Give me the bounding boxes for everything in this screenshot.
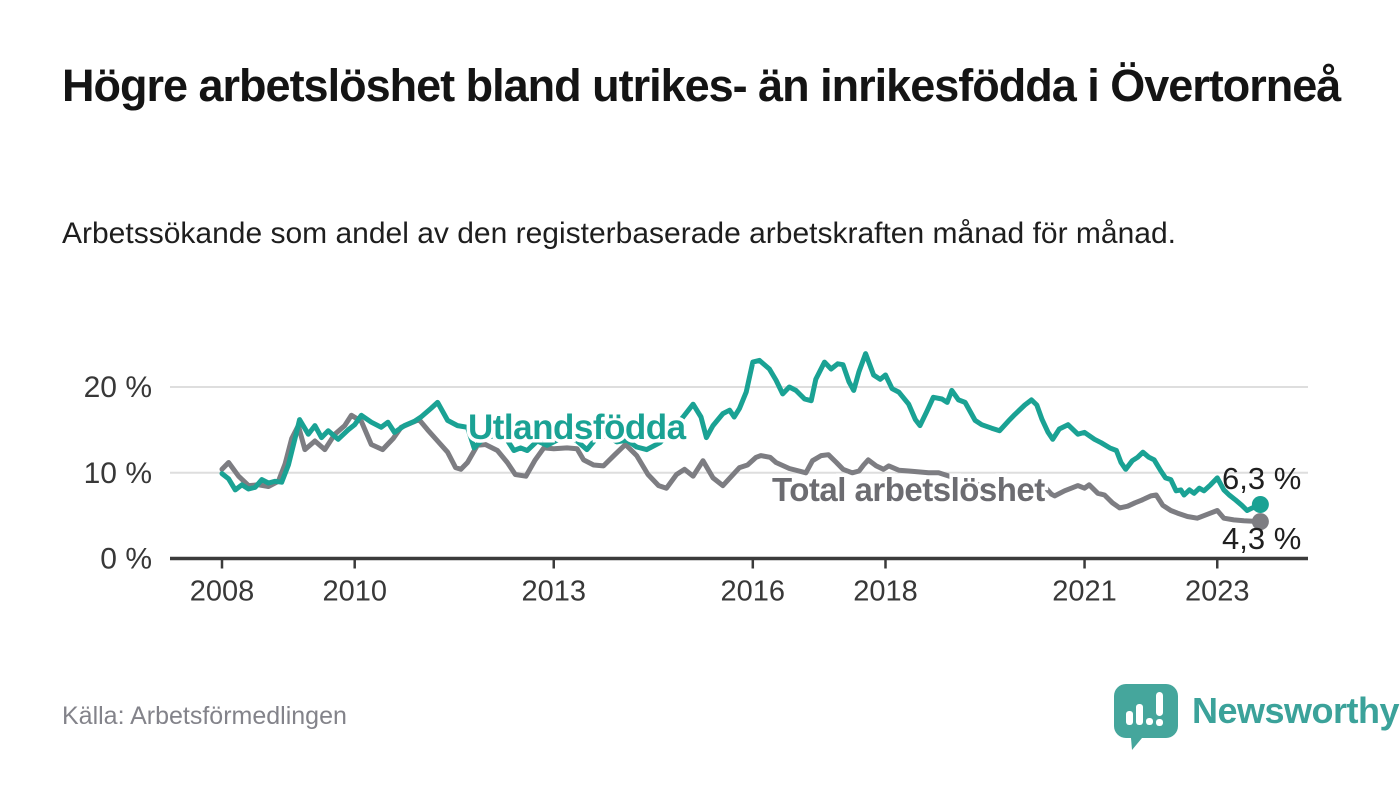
x-tick-label: 2010 bbox=[322, 576, 387, 608]
newsworthy-logo: Newsworthy bbox=[1112, 682, 1400, 752]
y-tick-label: 0 % bbox=[100, 543, 152, 576]
exclamation-dot bbox=[1156, 719, 1163, 726]
end-value-label-total: 4,3 % bbox=[1222, 521, 1301, 556]
source-note: Källa: Arbetsförmedlingen bbox=[62, 702, 347, 730]
bar-chart-glyph bbox=[1146, 718, 1153, 725]
series-line-utlandsfodda bbox=[219, 351, 1263, 513]
chart-subtitle: Arbetssökande som andel av den registerb… bbox=[62, 217, 1176, 250]
x-tick-label: 2008 bbox=[190, 576, 255, 608]
x-tick-label: 2016 bbox=[721, 576, 786, 608]
line-chart-svg: 0 % 10 % 20 % 2008 2010 2013 2016 2018 2021 2023 T… bbox=[84, 351, 1308, 608]
x-tick-label: 2021 bbox=[1052, 576, 1117, 608]
x-tick-label: 2023 bbox=[1185, 576, 1250, 608]
series-end-dot-utlandsfodda bbox=[1251, 495, 1269, 513]
series-label-utlandsfodda: Utlandsfödda bbox=[468, 408, 687, 447]
bar-chart-glyph bbox=[1126, 711, 1133, 725]
newsworthy-logo-text: Newsworthy bbox=[1192, 690, 1400, 731]
x-tick-label: 2013 bbox=[521, 576, 586, 608]
end-value-label-utlandsfodda: 6,3 % bbox=[1222, 461, 1301, 496]
bar-chart-glyph bbox=[1136, 704, 1143, 725]
series-end-dot-total bbox=[1251, 513, 1269, 531]
newsworthy-logo-icon bbox=[1114, 684, 1178, 750]
page-title: Högre arbetslöshet bland utrikes- än inr… bbox=[62, 60, 1341, 111]
series-line-total bbox=[219, 412, 1263, 525]
line-chart: 0 % 10 % 20 % 2008 2010 2013 2016 2018 2021 2023 T… bbox=[0, 338, 1400, 648]
speech-bubble-shape bbox=[1114, 684, 1178, 750]
series-label-total: Total arbetslöshet bbox=[772, 471, 1045, 508]
y-tick-label: 10 % bbox=[84, 457, 152, 490]
x-tick-label: 2018 bbox=[853, 576, 918, 608]
y-tick-label: 20 % bbox=[84, 371, 152, 404]
exclamation-glyph bbox=[1156, 692, 1163, 716]
